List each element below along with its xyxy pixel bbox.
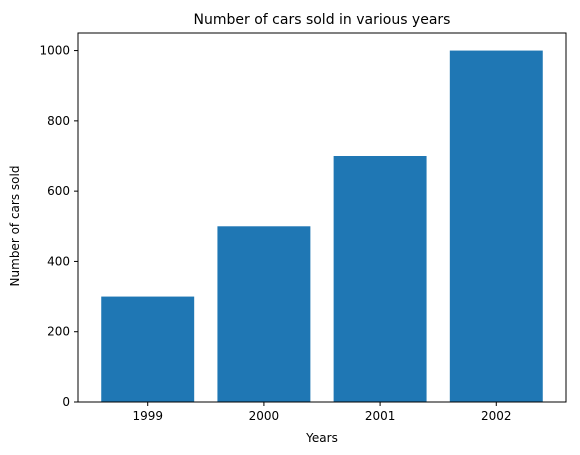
bar-2000	[217, 226, 311, 402]
x-tick-label-2000: 2000	[249, 409, 280, 423]
bar-2002	[449, 50, 543, 402]
x-axis-ticks: 1999 2000 2001 2002	[132, 402, 512, 423]
y-tick-label-800: 800	[47, 114, 70, 128]
bars-group	[101, 50, 543, 402]
y-tick-label-200: 200	[47, 325, 70, 339]
y-tick-label-1000: 1000	[39, 44, 70, 58]
y-axis-ticks: 0 200 400 600 800 1000	[39, 44, 78, 409]
x-axis-label: Years	[305, 431, 338, 445]
chart-title: Number of cars sold in various years	[194, 12, 451, 28]
x-tick-label-2002: 2002	[481, 409, 512, 423]
y-tick-label-0: 0	[62, 395, 70, 409]
x-tick-label-2001: 2001	[365, 409, 396, 423]
bar-2001	[333, 156, 427, 402]
axes-frame	[77, 32, 567, 403]
y-tick-label-400: 400	[47, 254, 70, 268]
y-tick-label-600: 600	[47, 184, 70, 198]
bar-1999	[101, 296, 195, 402]
y-axis-label: Number of cars sold	[8, 166, 22, 287]
x-tick-label-1999: 1999	[132, 409, 163, 423]
